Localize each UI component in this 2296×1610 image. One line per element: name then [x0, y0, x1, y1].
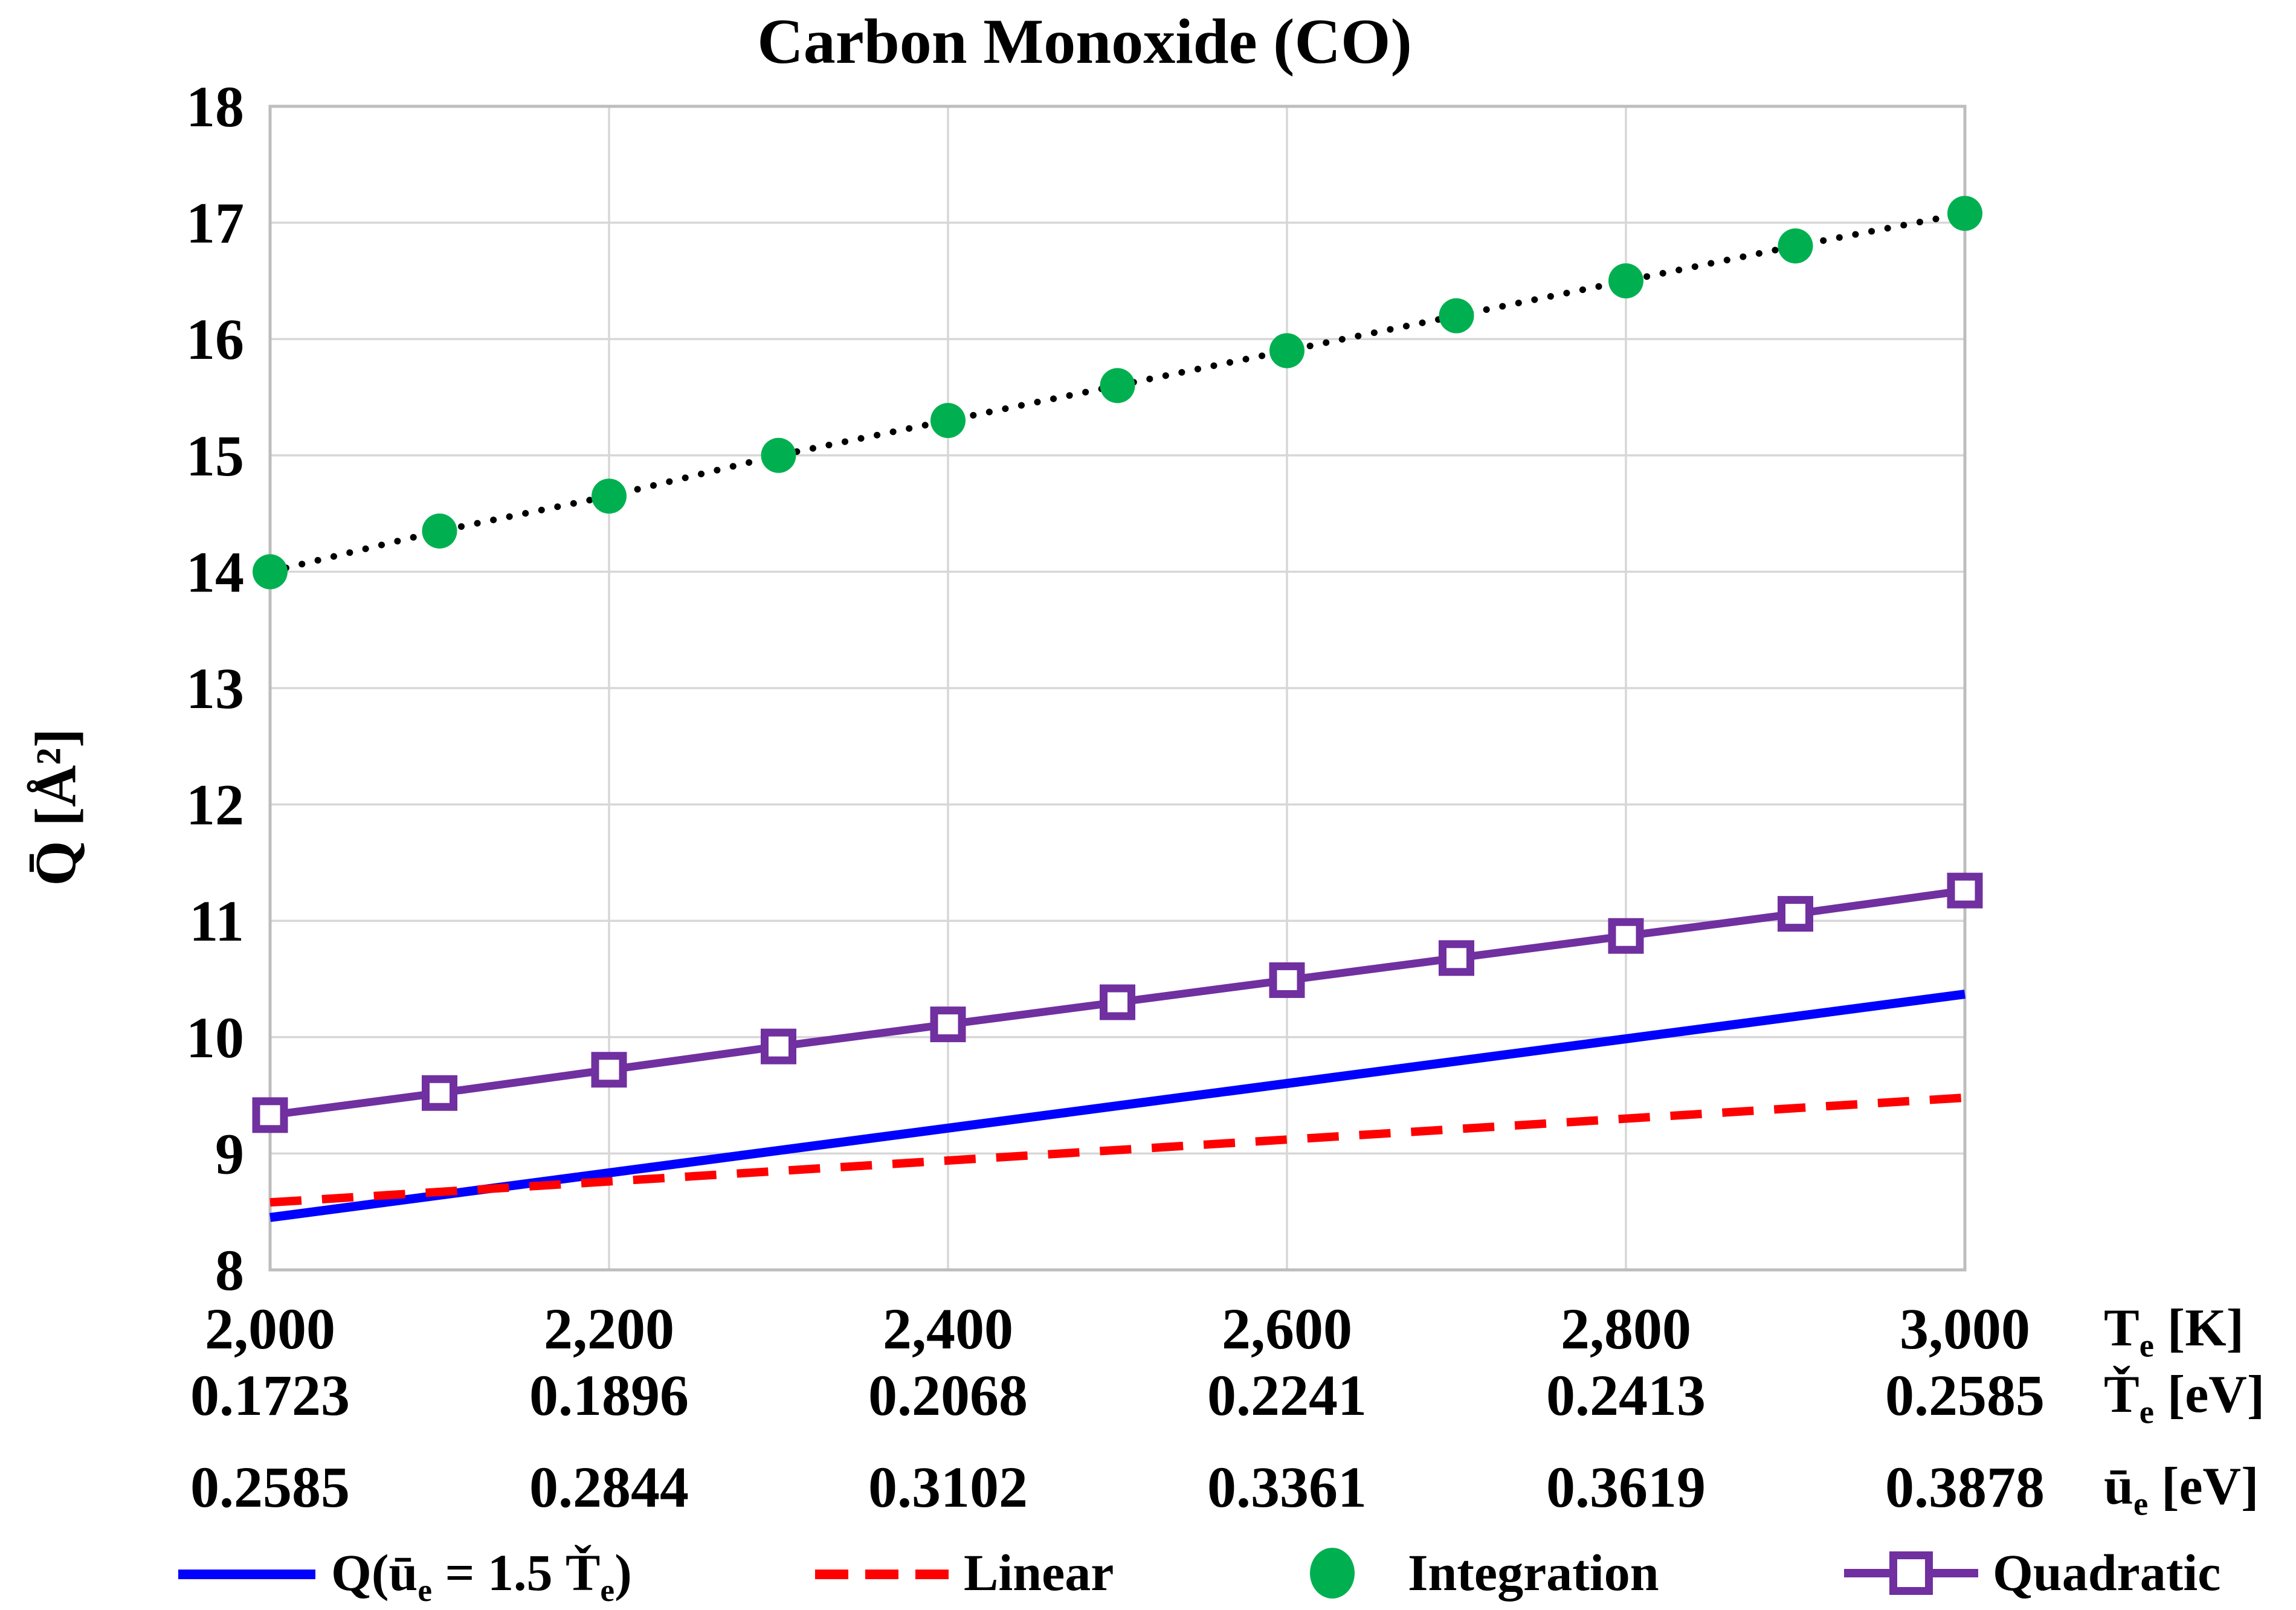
x-tick-label-row3: 0.3361: [1207, 1455, 1367, 1519]
marker-circle: [761, 437, 796, 473]
legend-label-linear: Linear: [964, 1544, 1114, 1602]
x-axis-unit-te-k: Te [K]: [2104, 1299, 2244, 1364]
marker-circle: [422, 513, 457, 549]
x-tick-label-row2: 0.1723: [190, 1363, 350, 1428]
plot-border: [268, 105, 1967, 1272]
x-tick-label-row2: 0.1896: [529, 1363, 689, 1428]
marker-open-square: [930, 1006, 966, 1043]
x-tick-label-row1: 2,200: [544, 1296, 674, 1361]
x-tick-label-row1: 2,400: [883, 1296, 1013, 1361]
x-tick-label-row3: 0.3619: [1546, 1455, 1706, 1519]
marker-open-square: [1778, 896, 1813, 932]
legend-label-quadratic: Quadratic: [1993, 1544, 2221, 1602]
marker-circle: [1778, 228, 1813, 264]
marker-open-square: [1100, 984, 1135, 1020]
legend-swatch-purple-square-line: [1844, 1551, 1978, 1595]
x-tick-label-row2: 0.2068: [868, 1363, 1028, 1428]
legend-swatch-red-dashed: [815, 1570, 949, 1579]
marker-open-square: [1439, 940, 1474, 976]
marker-open-square: [252, 1097, 288, 1133]
marker-open-square: [591, 1052, 627, 1088]
marker-circle: [1100, 368, 1135, 404]
y-tick-label: 10: [186, 1005, 244, 1070]
y-tick-label: 15: [186, 423, 244, 488]
x-tick-label-row2: 0.2413: [1546, 1363, 1706, 1428]
marker-circle: [1608, 263, 1643, 298]
x-tick-label-row3: 0.2585: [190, 1455, 350, 1519]
marker-open-square: [1608, 918, 1644, 954]
x-tick-label-row1: 2,800: [1561, 1296, 1691, 1361]
legend-label-integration: Integration: [1408, 1544, 1659, 1602]
y-tick-label: 13: [186, 656, 244, 721]
x-tick-label-row3: 0.3102: [868, 1455, 1028, 1519]
x-tick-label-row3: 0.2844: [529, 1455, 689, 1519]
marker-circle: [1439, 298, 1474, 333]
chart-title: Carbon Monoxide (CO): [757, 6, 1412, 77]
marker-circle: [930, 403, 966, 439]
y-tick-label: 12: [186, 773, 244, 837]
marker-circle: [1269, 333, 1304, 369]
x-axis-unit-te-ev: Ťe [eV]: [2104, 1365, 2265, 1431]
marker-open-square: [1947, 872, 1983, 909]
x-tick-label-row2: 0.2585: [1885, 1363, 2045, 1428]
marker-open-square: [761, 1028, 796, 1064]
marker-circle: [1947, 196, 1982, 231]
legend-swatch-blue-line: [178, 1570, 315, 1579]
y-tick-label: 16: [186, 307, 244, 372]
marker-open-square: [422, 1075, 457, 1111]
marker-open-square: [1269, 962, 1305, 998]
y-tick-label: 17: [186, 191, 244, 256]
series-line-linear: [269, 1093, 1965, 1207]
y-tick-label: 11: [189, 889, 244, 953]
x-tick-label-row1: 3,000: [1900, 1296, 2030, 1361]
x-tick-label-row1: 2,000: [205, 1296, 335, 1361]
x-tick-label-row1: 2,600: [1222, 1296, 1352, 1361]
y-tick-label: 9: [215, 1121, 244, 1186]
y-tick-label: 18: [186, 74, 244, 139]
y-tick-label: 8: [215, 1238, 244, 1302]
legend-label-q: Q(ūe = 1.5 Ťe): [331, 1544, 632, 1609]
series-line-q(ū_e = 1.5 ť_e): [269, 990, 1965, 1222]
legend-swatch-green-circle: [1310, 1548, 1355, 1599]
x-axis-unit-ue-ev: ūe [eV]: [2104, 1457, 2259, 1522]
marker-circle: [253, 554, 288, 590]
x-tick-label-row3: 0.3878: [1885, 1455, 2045, 1519]
y-tick-label: 14: [186, 539, 244, 604]
legend-purple-square-marker: [1889, 1551, 1933, 1595]
marker-circle: [592, 478, 627, 514]
x-tick-label-row2: 0.2241: [1207, 1363, 1367, 1428]
